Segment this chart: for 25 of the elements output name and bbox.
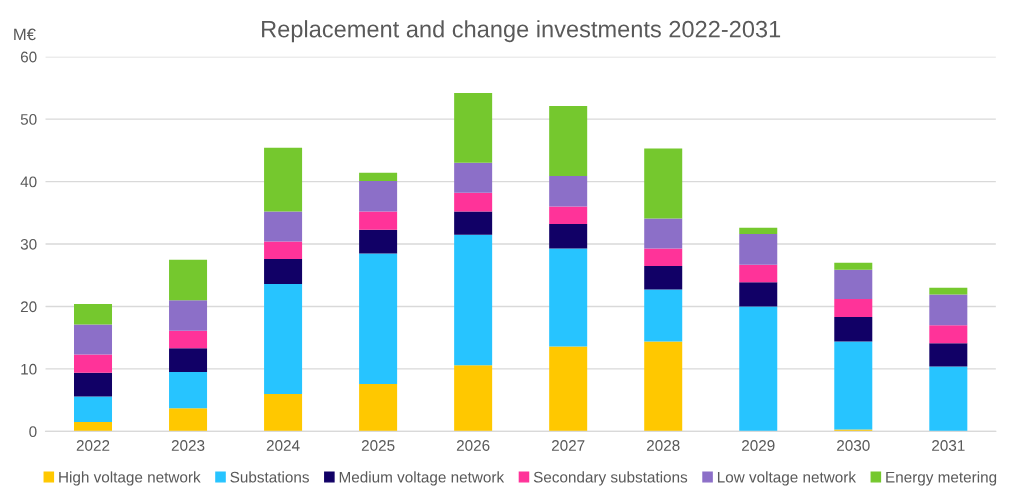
x-tick-label: 2031 [932, 440, 965, 451]
y-axis-title: M€ [14, 28, 36, 41]
x-tick-label: 2028 [646, 440, 680, 451]
y-tick-label: 10 [21, 363, 37, 375]
y-tick-label: 60 [20, 51, 37, 63]
chart-title: Replacement and change investments 2022-2031 [262, 20, 781, 43]
legend-label: Medium voltage network [339, 471, 505, 486]
y-tick-label: 30 [20, 238, 37, 250]
x-tick-label: 2029 [742, 440, 775, 451]
x-tick-label: 2025 [361, 440, 395, 451]
legend-label: Low voltage network [717, 471, 857, 486]
legend-label: Substations [230, 471, 309, 483]
legend-label: Secondary substations [533, 471, 688, 486]
y-tick-label: 50 [20, 114, 37, 125]
x-tick-label: 2024 [266, 440, 300, 451]
x-tick-label: 2027 [551, 440, 585, 451]
y-tick-label: 20 [20, 301, 37, 313]
x-tick-label: 2023 [171, 440, 205, 451]
legend-label: High voltage network [59, 471, 201, 486]
y-tick-label: 40 [20, 176, 37, 188]
x-tick-label: 2030 [837, 440, 870, 451]
legend-label: Energy metering [886, 471, 997, 486]
y-tick-label: 0 [29, 426, 37, 438]
x-tick-label: 2022 [76, 440, 110, 451]
x-tick-label: 2026 [456, 440, 490, 451]
